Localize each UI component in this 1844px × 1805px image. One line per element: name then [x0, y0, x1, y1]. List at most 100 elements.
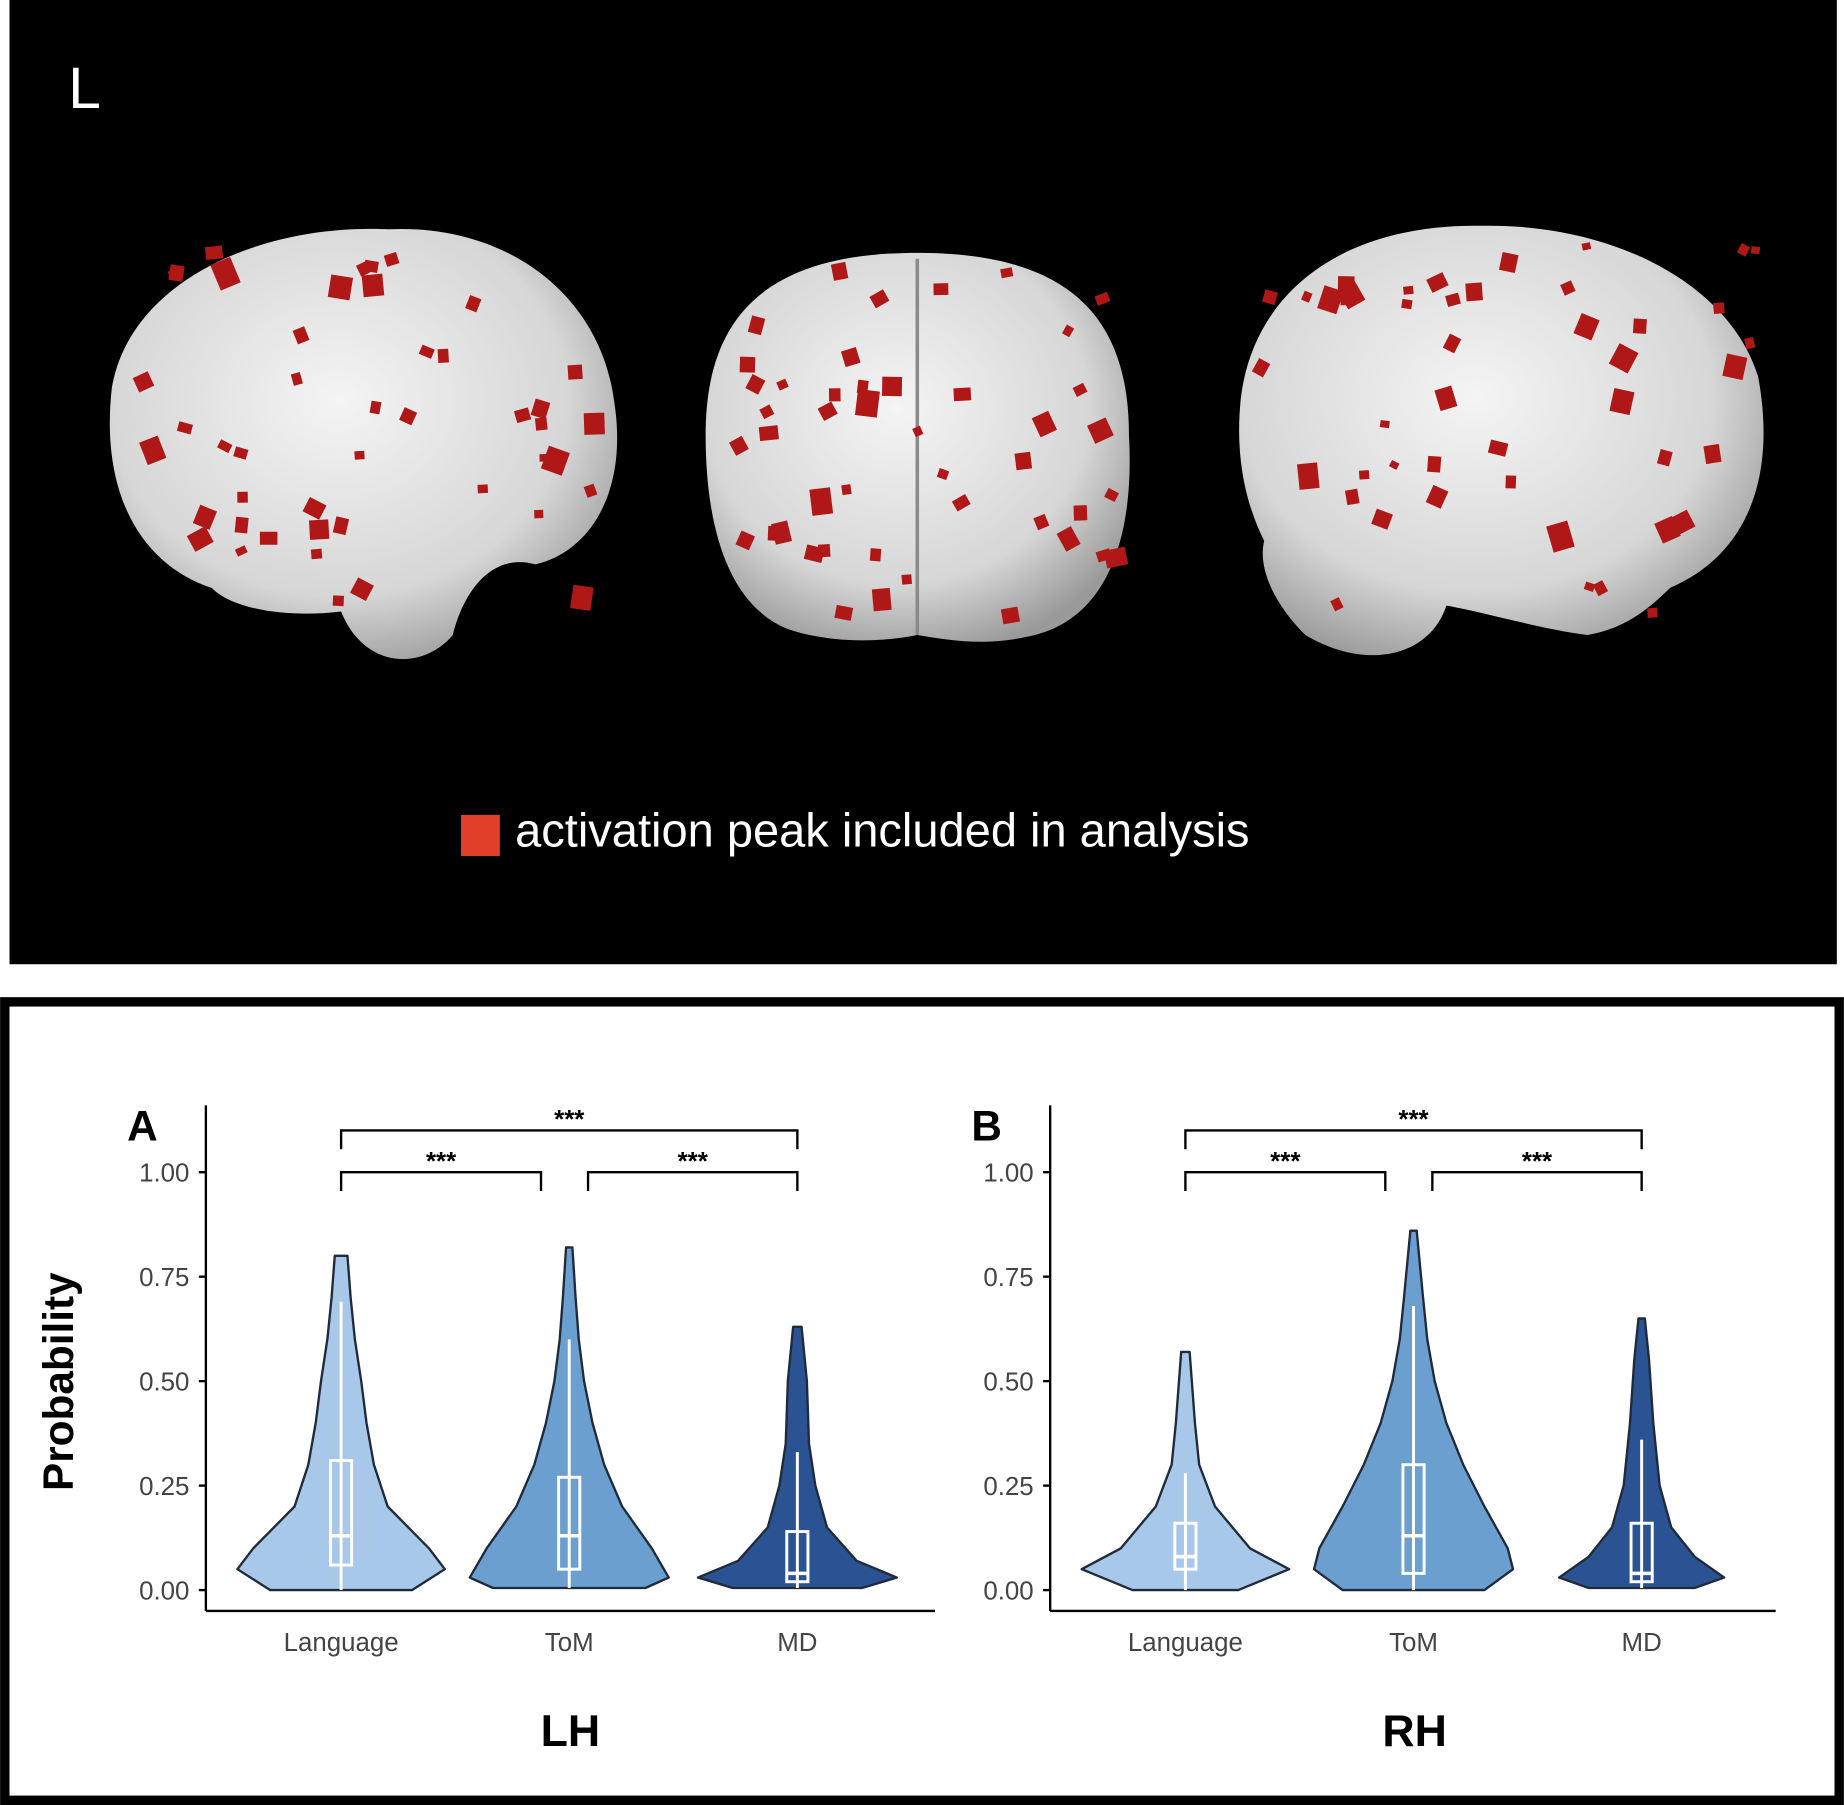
activation-spot — [418, 344, 435, 359]
y-tick-label: 0.75 — [983, 1264, 1033, 1292]
activation-spot — [513, 407, 532, 424]
activation-spot — [192, 504, 218, 530]
activation-spot — [1358, 470, 1370, 480]
activation-spot — [881, 376, 903, 397]
activation-spot — [1031, 410, 1058, 438]
activation-spot — [369, 400, 382, 415]
activation-spot — [139, 435, 167, 466]
activation-spot — [951, 494, 971, 512]
panel-label: A — [127, 1103, 158, 1150]
activation-spot — [1094, 291, 1111, 306]
activation-spot — [465, 294, 482, 313]
activation-spot — [1014, 451, 1033, 471]
activation-spot — [1505, 475, 1517, 489]
activation-spot — [204, 245, 224, 261]
activation-spot — [217, 439, 233, 454]
activation-spot — [399, 407, 418, 426]
activation-spot — [1647, 607, 1658, 618]
activation-spot — [1000, 606, 1021, 625]
significance-bracket — [586, 1171, 799, 1192]
activation-spot — [1388, 459, 1400, 470]
activation-spot — [327, 274, 354, 301]
activation-spot — [302, 496, 327, 520]
activation-spot — [1750, 246, 1761, 255]
activation-spot — [1609, 387, 1635, 416]
activation-spot — [776, 378, 789, 391]
significance-label: *** — [1522, 1148, 1553, 1176]
y-tick-label: 1.00 — [139, 1160, 189, 1188]
activation-spot — [363, 259, 379, 273]
significance-label: *** — [678, 1148, 709, 1176]
brain-lateral-right — [1239, 225, 1764, 656]
brain-renders — [109, 225, 1764, 660]
activation-spot — [1722, 353, 1748, 381]
activation-spot — [477, 484, 489, 494]
activation-spot — [871, 587, 892, 612]
activation-spot — [1442, 333, 1462, 354]
activation-spot — [1330, 597, 1344, 612]
activation-spot — [437, 348, 449, 364]
activation-spot — [1401, 298, 1413, 310]
box — [785, 1530, 810, 1584]
activation-spot — [530, 398, 551, 420]
activation-spot — [854, 388, 880, 418]
activation-spot — [354, 450, 365, 460]
activation-spot — [840, 347, 861, 368]
activation-spot — [233, 446, 249, 460]
activation-spot — [210, 256, 241, 291]
activation-spot — [361, 273, 385, 298]
box — [1401, 1463, 1426, 1575]
activation-spot — [834, 604, 854, 621]
activation-spot — [1499, 251, 1519, 274]
activation-spot — [1073, 505, 1088, 521]
legend-swatch — [461, 814, 500, 857]
activation-spot — [745, 374, 766, 395]
activation-spot — [1560, 280, 1576, 296]
activation-spot — [1608, 343, 1639, 374]
activation-spot — [1487, 439, 1509, 457]
activation-spot — [936, 467, 950, 481]
activation-spot — [176, 421, 194, 435]
x-tick-label: MD — [777, 1629, 817, 1657]
activation-spot — [292, 326, 310, 345]
activation-spot — [540, 445, 570, 476]
panel-label: B — [971, 1103, 1002, 1150]
activation-spot — [234, 545, 248, 557]
activation-spot — [332, 595, 345, 607]
activation-spot — [1072, 382, 1088, 397]
activation-spot — [570, 584, 594, 611]
activation-spot — [332, 516, 350, 536]
activation-spot — [1402, 285, 1414, 295]
y-tick-label: 0.50 — [139, 1369, 189, 1397]
activation-spot — [1546, 520, 1575, 553]
violin — [1080, 1350, 1291, 1592]
x-tick-label: MD — [1622, 1629, 1662, 1657]
x-tick-label: Language — [284, 1629, 399, 1657]
box — [329, 1459, 354, 1567]
activation-spot — [759, 404, 775, 420]
activation-spot — [186, 526, 214, 552]
y-tick-label: 0.75 — [139, 1264, 189, 1292]
activation-spot — [1301, 290, 1313, 303]
activation-spot — [739, 356, 756, 373]
activation-spot — [758, 425, 779, 442]
activation-spot — [534, 417, 548, 431]
legend-text: activation peak included in analysis — [515, 804, 1249, 857]
activation-spot — [237, 491, 248, 503]
activation-spot — [1033, 513, 1050, 531]
significance-bracket — [1184, 1171, 1387, 1192]
activation-spot — [728, 435, 749, 456]
activation-spot — [1445, 292, 1461, 308]
activation-spot — [1104, 487, 1120, 503]
activation-spot — [1337, 280, 1366, 310]
y-tick-label: 0.25 — [139, 1473, 189, 1501]
activation-spot — [1703, 443, 1722, 465]
activation-spot — [809, 487, 834, 516]
activation-spot — [841, 484, 852, 496]
activation-spot — [901, 574, 913, 585]
chart-frame — [0, 997, 1844, 1805]
activation-spot — [383, 251, 400, 267]
activation-spot — [1573, 312, 1600, 341]
activation-spot — [1344, 488, 1360, 506]
x-tick-label: Language — [1128, 1629, 1243, 1657]
